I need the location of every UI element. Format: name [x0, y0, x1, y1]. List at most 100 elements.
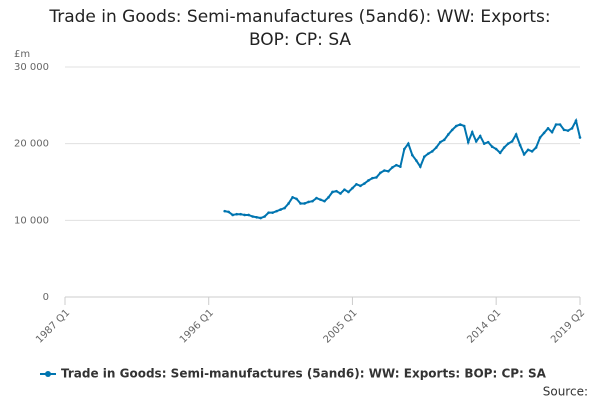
point [287, 202, 290, 205]
point [542, 131, 546, 135]
point [478, 134, 482, 138]
point [271, 211, 274, 214]
point [291, 196, 294, 199]
point [299, 202, 302, 205]
point [578, 136, 582, 139]
point [562, 128, 566, 132]
point [442, 138, 446, 142]
point [343, 188, 346, 191]
point [446, 133, 450, 136]
y-tick-label: 0 [43, 292, 49, 303]
point [331, 190, 334, 194]
y-axis-label: £m [14, 49, 30, 60]
point [263, 215, 266, 218]
chart-title: Trade in Goods: Semi-manufactures (5and6… [49, 7, 551, 50]
point [570, 127, 574, 130]
point [227, 210, 230, 214]
point [391, 166, 394, 169]
point [243, 213, 246, 217]
point [403, 147, 406, 151]
point [518, 143, 522, 147]
point [359, 184, 362, 188]
source: Source: [543, 385, 588, 399]
point [522, 153, 526, 156]
point [335, 189, 338, 193]
x-tick-label: 1996 Q1 [178, 307, 216, 345]
point [295, 197, 298, 201]
point [454, 124, 458, 128]
point [534, 146, 538, 149]
point [339, 192, 342, 195]
point [255, 215, 258, 219]
point [530, 150, 534, 153]
point [327, 196, 330, 199]
point [474, 140, 478, 143]
point [351, 186, 354, 190]
point [450, 128, 454, 132]
point [311, 199, 314, 203]
y-tick-label: 30 000 [14, 62, 49, 73]
x-tick-label: 2014 Q1 [465, 307, 503, 345]
point [554, 123, 558, 126]
point [574, 119, 578, 122]
point [546, 127, 550, 130]
point [395, 163, 398, 167]
point [415, 159, 418, 162]
point [387, 169, 390, 173]
point [411, 153, 414, 157]
point [510, 140, 514, 143]
point [399, 165, 402, 168]
point [275, 209, 278, 213]
point [490, 145, 494, 149]
x-tick-label: 2005 Q1 [322, 307, 360, 345]
point [279, 208, 282, 211]
point [482, 142, 486, 145]
point [223, 209, 226, 213]
point [458, 123, 462, 126]
point [355, 183, 358, 186]
point [423, 155, 426, 158]
point [558, 123, 562, 126]
point [407, 142, 410, 145]
point [375, 176, 378, 179]
y-tick-label: 20 000 [14, 139, 49, 150]
point [379, 171, 382, 175]
x-tick-label: 2019 Q2 [549, 307, 587, 345]
point [371, 176, 374, 180]
point [486, 140, 490, 144]
point [466, 140, 470, 144]
point [319, 198, 322, 201]
point [506, 142, 510, 145]
point [367, 179, 370, 182]
legend-label: Trade in Goods: Semi-manufactures (5and6… [61, 367, 547, 381]
point [498, 151, 502, 155]
point [502, 146, 506, 149]
point [283, 206, 286, 210]
point [426, 152, 430, 155]
point [235, 212, 238, 216]
series-line [224, 117, 581, 220]
point [247, 213, 250, 217]
point [526, 148, 530, 152]
point [566, 129, 570, 132]
point [307, 200, 310, 204]
point [434, 146, 438, 149]
point [323, 199, 326, 203]
point [462, 124, 466, 128]
x-tick-label: 1987 Q1 [34, 307, 72, 345]
point [514, 133, 518, 136]
point [430, 150, 434, 153]
point [419, 165, 422, 168]
point [303, 202, 306, 205]
point [383, 169, 386, 172]
point [251, 215, 254, 218]
point [267, 211, 270, 214]
point [470, 130, 474, 134]
point [538, 136, 542, 139]
point [259, 216, 262, 220]
point [347, 190, 350, 194]
point [315, 196, 318, 200]
point [494, 147, 498, 151]
